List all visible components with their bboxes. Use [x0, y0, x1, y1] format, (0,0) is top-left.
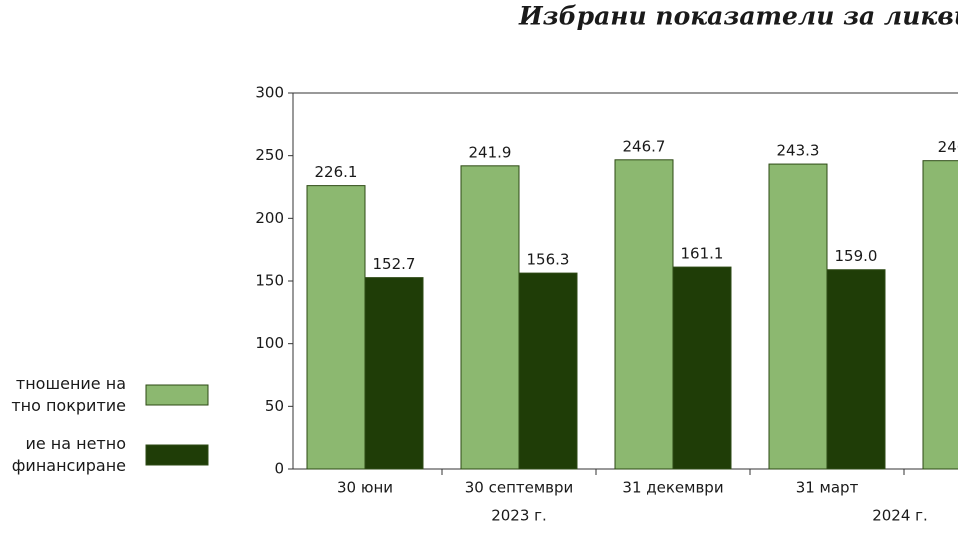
bar — [768, 163, 828, 470]
y-tick-label: 0 — [274, 460, 284, 478]
value-label: 246 — [938, 138, 958, 156]
y-tick-label: 50 — [265, 397, 284, 415]
y-tick-label: 200 — [255, 209, 284, 227]
x-tick-label: 31 декември — [622, 479, 723, 497]
bar — [826, 269, 886, 470]
bar — [614, 159, 674, 470]
x-tick-label: 30 юни — [337, 479, 393, 497]
y-tick-label: 250 — [255, 146, 284, 164]
bar — [672, 266, 732, 470]
y-tick-label: 150 — [255, 272, 284, 290]
legend-label: ие на нетно финансиране — [11, 434, 126, 475]
chart-title: Избрани показатели за ликви — [518, 2, 958, 31]
bar — [460, 165, 520, 470]
value-label: 159.0 — [835, 247, 878, 265]
value-label: 241.9 — [469, 143, 512, 161]
legend-swatch — [145, 384, 209, 406]
value-label: 246.7 — [623, 137, 666, 155]
year-label: 2024 г. — [872, 507, 928, 525]
value-label: 152.7 — [373, 255, 416, 273]
bar — [364, 277, 424, 470]
legend-swatch — [145, 444, 209, 466]
x-tick-label: 30 септември — [465, 479, 574, 497]
y-tick-label: 100 — [255, 334, 284, 352]
value-label: 161.1 — [681, 245, 724, 263]
value-label: 156.3 — [527, 251, 570, 269]
bar — [306, 185, 366, 470]
year-label: 2023 г. — [491, 507, 547, 525]
legend-label: тношение на тно покритие — [11, 374, 126, 415]
bar — [922, 160, 958, 470]
x-tick-label: 31 март — [796, 479, 859, 497]
bar — [518, 272, 578, 470]
value-label: 226.1 — [315, 163, 358, 181]
y-tick-label: 300 — [255, 84, 284, 102]
value-label: 243.3 — [777, 142, 820, 160]
